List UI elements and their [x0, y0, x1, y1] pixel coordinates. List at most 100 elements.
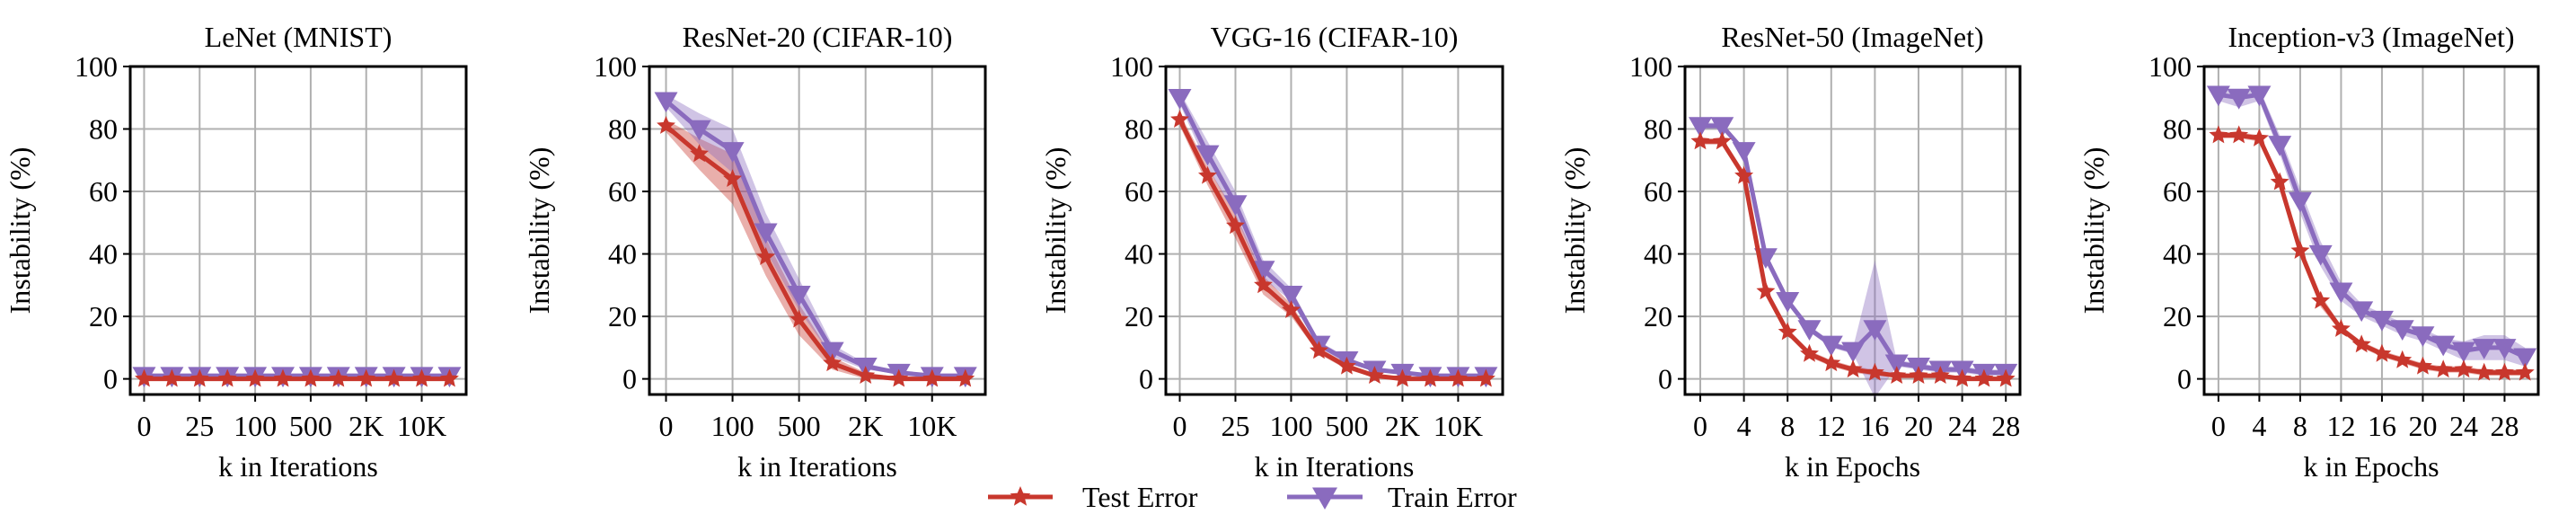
y-tick-label: 20 — [1644, 300, 1672, 332]
test-error-point — [2413, 356, 2432, 375]
test-error-point — [412, 368, 431, 387]
x-tick-label: 28 — [2490, 410, 2519, 442]
train-error-line — [1700, 123, 2007, 376]
test-error-point — [2372, 343, 2392, 362]
test-error-point — [2393, 350, 2413, 368]
x-tick-label: 2K — [848, 410, 883, 442]
train-error-point — [2268, 136, 2292, 156]
y-tick-label: 0 — [1139, 363, 1153, 395]
axes-frame — [1164, 65, 1504, 396]
y-tick-label: 40 — [2163, 238, 2192, 270]
test-error-point — [956, 368, 975, 387]
test-error-point — [657, 116, 675, 134]
y-tick-label: 0 — [1658, 363, 1672, 395]
test-error-point — [190, 368, 209, 387]
y-axis-label: Instability (%) — [1039, 147, 1072, 315]
x-tick-label: 4 — [2252, 410, 2266, 442]
test-error-point — [162, 368, 181, 387]
test-error-point — [1843, 359, 1863, 378]
y-tick-label: 20 — [1125, 300, 1153, 332]
y-tick-label: 80 — [608, 113, 637, 146]
test-error-point — [1254, 275, 1273, 294]
subplot-0: 0 20 40 60 80 100 0 25 100 500 2K 10K LeNet (MNIST) k… — [4, 21, 468, 483]
x-tick-label: 12 — [1817, 410, 1846, 442]
train-error-point — [2472, 339, 2496, 359]
test-error-point — [690, 144, 709, 163]
train-error-point — [2329, 282, 2353, 304]
train-error-point — [1279, 286, 1303, 306]
test-error-point — [301, 368, 321, 387]
test-error-point — [922, 368, 942, 387]
test-error-point — [2229, 125, 2249, 144]
legend-label: Train Error — [1388, 481, 1517, 513]
train-error-line — [2218, 92, 2527, 359]
train-error-point — [2411, 326, 2435, 347]
train-error-point — [1841, 341, 1866, 363]
axes-frame — [1683, 65, 2022, 396]
test-error-point — [1449, 368, 1468, 387]
train-error-point — [1732, 142, 1756, 163]
y-tick-label: 80 — [1644, 113, 1672, 146]
test-error-point — [1282, 300, 1301, 318]
y-axis-label: Instability (%) — [4, 147, 36, 315]
train-error-point — [1223, 195, 1248, 216]
train-error-point — [754, 223, 778, 244]
x-axis-label: k in Iterations — [737, 450, 897, 483]
y-tick-label: 40 — [608, 238, 637, 270]
test-error-point — [384, 368, 404, 387]
test-error-point — [2332, 319, 2351, 337]
x-axis-label: k in Iterations — [1255, 450, 1415, 483]
triangle-down-icon — [1312, 487, 1337, 510]
test-error-point — [2290, 241, 2310, 259]
train-error-point — [2513, 348, 2537, 369]
x-axis-label: k in Epochs — [1785, 450, 1920, 483]
test-error-point — [790, 309, 809, 328]
test-error-point — [2475, 362, 2494, 381]
train-error-point — [2308, 244, 2333, 266]
test-error-point — [2454, 359, 2474, 378]
subplot-title: VGG-16 (CIFAR-10) — [1211, 21, 1459, 53]
y-tick-label: 100 — [2148, 50, 2192, 83]
x-tick-label: 10K — [907, 410, 957, 442]
y-tick-label: 60 — [2163, 175, 2192, 208]
train-error-point — [1819, 335, 1843, 357]
subplot-title: ResNet-50 (ImageNet) — [1721, 21, 1983, 53]
test-error-point — [245, 368, 265, 387]
test-error-point — [273, 368, 293, 387]
test-error-point — [357, 368, 376, 387]
x-axis-label: k in Epochs — [2303, 450, 2439, 483]
train-error-point — [1251, 261, 1275, 281]
test-error-point — [856, 366, 876, 384]
train-error-point — [1195, 145, 1220, 166]
x-tick-label: 0 — [1172, 410, 1187, 442]
train-error-point — [2369, 310, 2394, 332]
x-tick-label: 24 — [2449, 410, 2478, 442]
x-tick-label: 500 — [778, 410, 821, 442]
x-tick-label: 24 — [1948, 410, 1977, 442]
confidence-band — [1179, 113, 1486, 381]
test-error-point — [2515, 362, 2535, 381]
y-tick-label: 40 — [1125, 238, 1153, 270]
train-error-point — [2451, 341, 2475, 363]
test-error-point — [1226, 216, 1245, 235]
y-axis-label: Instability (%) — [1558, 147, 1591, 315]
y-tick-label: 0 — [103, 363, 118, 395]
y-tick-label: 60 — [89, 175, 118, 208]
train-error-point — [1776, 291, 1800, 313]
y-axis-label: Instability (%) — [2078, 147, 2110, 315]
x-tick-label: 2K — [348, 410, 384, 442]
y-tick-label: 100 — [75, 50, 118, 83]
train-error-point — [2288, 191, 2312, 213]
test-error-point — [1865, 362, 1884, 381]
train-error-point — [787, 286, 811, 306]
x-tick-label: 10K — [397, 410, 446, 442]
legend-label: Test Error — [1082, 481, 1198, 513]
test-error-point — [1365, 366, 1384, 384]
test-error-point — [2311, 290, 2331, 309]
x-tick-label: 500 — [1325, 410, 1368, 442]
train-error-point — [2390, 320, 2414, 341]
train-error-point — [1863, 320, 1887, 341]
test-error-line — [664, 124, 966, 382]
x-axis-label: k in Iterations — [218, 450, 378, 483]
train-error-point — [2492, 339, 2517, 359]
